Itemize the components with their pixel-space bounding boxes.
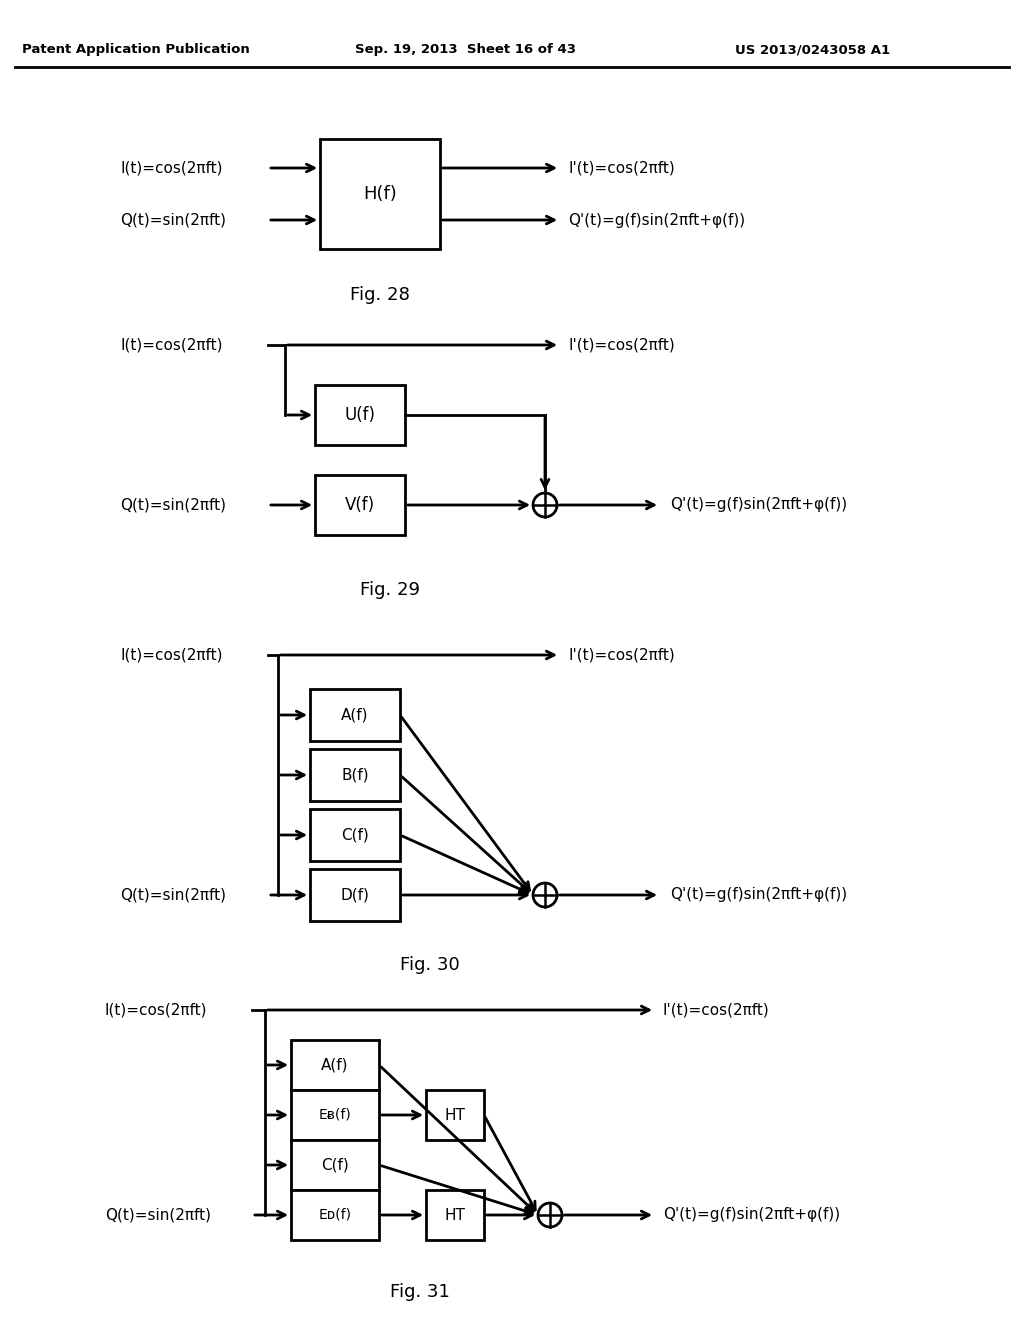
Text: I(t)=cos(2πft): I(t)=cos(2πft) [120, 338, 222, 352]
Text: D(f): D(f) [341, 887, 370, 903]
Text: Q'(t)=g(f)sin(2πft+φ(f)): Q'(t)=g(f)sin(2πft+φ(f)) [670, 887, 847, 903]
FancyBboxPatch shape [291, 1090, 379, 1140]
Text: A(f): A(f) [341, 708, 369, 722]
FancyBboxPatch shape [291, 1191, 379, 1239]
Text: V(f): V(f) [345, 496, 375, 513]
Text: Q(t)=sin(2πft): Q(t)=sin(2πft) [120, 887, 226, 903]
Text: I(t)=cos(2πft): I(t)=cos(2πft) [105, 1002, 208, 1018]
Text: Patent Application Publication: Patent Application Publication [22, 44, 250, 57]
Text: Fig. 30: Fig. 30 [400, 956, 460, 974]
FancyBboxPatch shape [291, 1140, 379, 1191]
Text: U(f): U(f) [344, 407, 376, 424]
Text: Q(t)=sin(2πft): Q(t)=sin(2πft) [105, 1208, 211, 1222]
Text: US 2013/0243058 A1: US 2013/0243058 A1 [735, 44, 890, 57]
Text: Fig. 28: Fig. 28 [350, 286, 410, 304]
Text: HT: HT [444, 1208, 466, 1222]
FancyBboxPatch shape [310, 869, 400, 921]
Text: Sep. 19, 2013  Sheet 16 of 43: Sep. 19, 2013 Sheet 16 of 43 [355, 44, 575, 57]
Text: I'(t)=cos(2πft): I'(t)=cos(2πft) [568, 648, 675, 663]
Text: Q'(t)=g(f)sin(2πft+φ(f)): Q'(t)=g(f)sin(2πft+φ(f)) [670, 498, 847, 512]
Text: I(t)=cos(2πft): I(t)=cos(2πft) [120, 161, 222, 176]
FancyBboxPatch shape [310, 809, 400, 861]
FancyBboxPatch shape [315, 475, 406, 535]
FancyBboxPatch shape [291, 1040, 379, 1090]
FancyBboxPatch shape [310, 689, 400, 741]
Text: I'(t)=cos(2πft): I'(t)=cos(2πft) [663, 1002, 770, 1018]
FancyBboxPatch shape [310, 748, 400, 801]
Text: A(f): A(f) [322, 1057, 349, 1072]
FancyBboxPatch shape [426, 1090, 484, 1140]
Text: H(f): H(f) [364, 185, 397, 203]
FancyBboxPatch shape [319, 139, 440, 249]
Text: Eᴅ(f): Eᴅ(f) [318, 1208, 351, 1222]
Text: Q(t)=sin(2πft): Q(t)=sin(2πft) [120, 498, 226, 512]
Text: Fig. 29: Fig. 29 [360, 581, 420, 599]
Text: HT: HT [444, 1107, 466, 1122]
Text: Q'(t)=g(f)sin(2πft+φ(f)): Q'(t)=g(f)sin(2πft+φ(f)) [568, 213, 745, 227]
FancyBboxPatch shape [315, 385, 406, 445]
Text: Q(t)=sin(2πft): Q(t)=sin(2πft) [120, 213, 226, 227]
Text: I'(t)=cos(2πft): I'(t)=cos(2πft) [568, 161, 675, 176]
Text: B(f): B(f) [341, 767, 369, 783]
Text: Eᴃ(f): Eᴃ(f) [318, 1107, 351, 1122]
Text: C(f): C(f) [322, 1158, 349, 1172]
Text: I'(t)=cos(2πft): I'(t)=cos(2πft) [568, 338, 675, 352]
FancyBboxPatch shape [426, 1191, 484, 1239]
Text: C(f): C(f) [341, 828, 369, 842]
Text: Fig. 31: Fig. 31 [390, 1283, 450, 1302]
Text: Q'(t)=g(f)sin(2πft+φ(f)): Q'(t)=g(f)sin(2πft+φ(f)) [663, 1208, 840, 1222]
Text: I(t)=cos(2πft): I(t)=cos(2πft) [120, 648, 222, 663]
